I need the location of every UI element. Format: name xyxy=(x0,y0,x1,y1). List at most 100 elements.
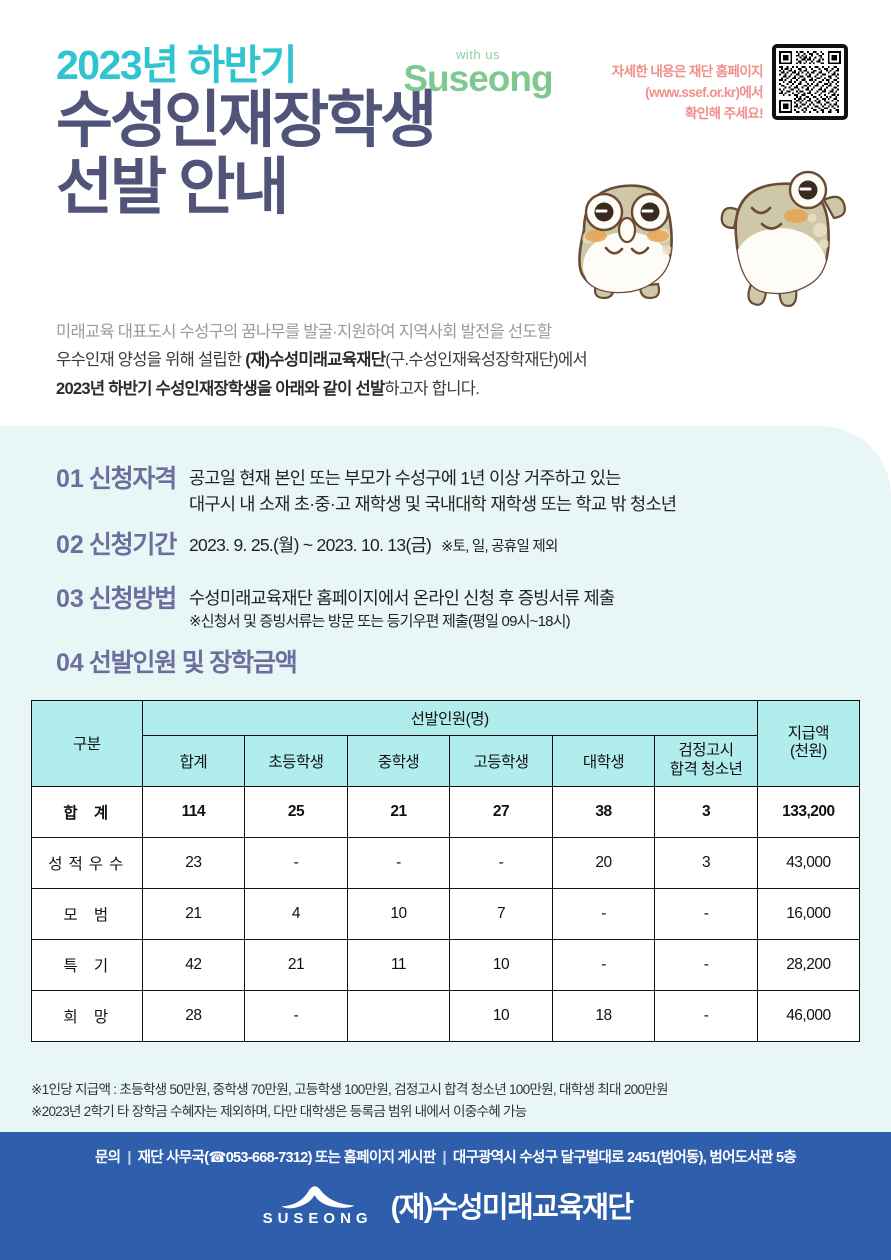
intro-paragraph: 미래교육 대표도시 수성구의 꿈나무를 발굴·지원하여 지역사회 발전을 선도할… xyxy=(56,318,856,403)
cell-category: 합 계 xyxy=(31,785,143,838)
th-elementary: 초등학생 xyxy=(244,735,348,787)
cell-count: - xyxy=(551,887,656,940)
cell-count: 20 xyxy=(551,836,656,889)
table-row: 특 기 42 21 11 10- -28,200 xyxy=(31,938,861,991)
th-ged-youth: 검정고시 합격 청소년 xyxy=(654,735,758,787)
cell-count: 21 xyxy=(244,938,348,991)
table-row: 희 망 28-10 18-46,000 xyxy=(31,989,861,1042)
intro-line-1: 미래교육 대표도시 수성구의 꿈나무를 발굴·지원하여 지역사회 발전을 선도할 xyxy=(56,323,552,341)
th-payment-line1: 지급액 xyxy=(787,724,830,742)
th-group-quota: 선발인원(명) xyxy=(141,700,758,736)
section-01-title: 신청자격 xyxy=(88,465,177,493)
poster-title-line1: 수성인재장학생 xyxy=(56,86,437,156)
cell-count: - xyxy=(449,836,553,889)
cell-payment: 133,200 xyxy=(756,785,861,838)
cell-count: - xyxy=(654,887,758,940)
cell-count: 4 xyxy=(244,887,348,940)
cell-category: 성적우수 xyxy=(31,836,143,889)
section-02-title: 신청기간 xyxy=(88,531,177,559)
intro-line-2: 우수인재 양성을 위해 설립한 (재)수성미래교육재단(구.수성인재육성장학재단… xyxy=(56,346,856,374)
cell-count: 27 xyxy=(449,785,553,838)
section-02-period: 02 신청기간 2023. 9. 25.(월) ~ 2023. 10. 13(금)… xyxy=(56,530,558,560)
table-head: 구분 선발인원(명) 지급액 (천원) 합계 초등학생 중학생 고등학생 대학생… xyxy=(31,700,861,787)
brand-tagline: with us xyxy=(456,47,500,62)
table-row: 합 계 114 25 21 27 38 3 133,200 xyxy=(31,785,861,838)
mascot-characters-illustration xyxy=(566,158,866,308)
cell-count: 10 xyxy=(449,938,553,991)
section-04-number: 04 xyxy=(56,649,84,677)
section-03-method: 03 신청방법 수성미래교육재단 홈페이지에서 온라인 신청 후 증빙서류 제출 … xyxy=(56,584,615,634)
mascot-right xyxy=(720,170,847,308)
table-row: 성적우수 23- - -20 3 43,000 xyxy=(31,836,861,889)
th-high: 고등학생 xyxy=(449,735,553,787)
footer-org-name: (재)수성미래교육재단 xyxy=(390,1192,634,1224)
footnote-1: ※1인당 지급액 : 초등학생 50만원, 중학생 70만원, 고등학생 100… xyxy=(31,1082,669,1097)
cell-count: 25 xyxy=(244,785,348,838)
poster-title-line2: 선발 안내 xyxy=(56,153,289,223)
scholarship-table: 구분 선발인원(명) 지급액 (천원) 합계 초등학생 중학생 고등학생 대학생… xyxy=(31,700,861,1042)
footnotes: ※1인당 지급액 : 초등학생 50만원, 중학생 70만원, 고등학생 100… xyxy=(31,1079,876,1123)
th-payment-line2: (천원) xyxy=(789,743,827,761)
mascot-left xyxy=(578,184,673,300)
footer-contact-line: 문의 | 재단 사무국(☎053-668-7312) 또는 홈페이지 게시판 | 대구광… xyxy=(0,1132,891,1167)
hero-section: 2023년 하반기 수성인재장학생 선발 안내 with us Suseong … xyxy=(0,0,891,426)
footer-sep-2: | xyxy=(442,1150,446,1166)
qr-code-icon[interactable] xyxy=(772,44,848,120)
th-university: 대학생 xyxy=(551,735,656,787)
cell-count: 10 xyxy=(346,887,451,940)
cell-category: 특 기 xyxy=(31,938,143,991)
suseong-footer-logo: SUSEONG xyxy=(259,1183,377,1227)
cell-count: - xyxy=(346,836,451,889)
table-row: 모 범 21 4 10 7- -16,000 xyxy=(31,887,861,940)
footnote-2: ※2023년 2학기 타 장학금 수혜자는 제외하며, 다만 대학생은 등록금 … xyxy=(31,1103,527,1119)
qr-notice-text: 자세한 내용은 재단 홈페이지 (www.ssef.or.kr)에서 확인해 주… xyxy=(578,62,764,125)
cell-payment: 43,000 xyxy=(756,836,861,889)
th-payment: 지급액 (천원) xyxy=(756,700,861,787)
cell-count: 28 xyxy=(141,989,246,1042)
th-middle: 중학생 xyxy=(346,735,451,787)
cell-count xyxy=(346,989,451,1042)
section-04-label: 04 선발인원 및 장학금액 xyxy=(56,648,298,678)
section-01-eligibility: 01 신청자격 공고일 현재 본인 또는 부모가 수성구에 1년 이상 거주하고 … xyxy=(56,464,677,518)
cell-count: 18 xyxy=(551,989,656,1042)
poster-footer: 문의 | 재단 사무국(☎053-668-7312) 또는 홈페이지 게시판 | 대구광… xyxy=(0,1132,891,1260)
section-02-number: 02 xyxy=(56,531,84,559)
poster-title: 수성인재장학생 선발 안내 xyxy=(56,86,437,223)
intro-line-2-pre: 우수인재 양성을 위해 설립한 xyxy=(56,351,246,370)
cell-count: 10 xyxy=(449,989,553,1042)
cell-payment: 28,200 xyxy=(756,938,861,991)
intro-line-3-post: 하고자 합니다. xyxy=(384,379,480,398)
cell-count: 21 xyxy=(141,887,246,940)
section-03-line2: ※신청서 및 증빙서류는 방문 또는 등기우편 제출(평일 09시~18시) xyxy=(189,613,571,631)
qr-notice-line1: 자세한 내용은 재단 홈페이지 xyxy=(611,64,764,79)
cell-count: 23 xyxy=(141,836,246,889)
table-body: 합 계 114 25 21 27 38 3 133,200 성적우수 23- - -20 3 43,000… xyxy=(31,785,861,1042)
section-02-dates: 2023. 9. 25.(월) ~ 2023. 10. 13(금) xyxy=(189,535,432,556)
cell-count: 3 xyxy=(654,836,758,889)
cell-count: 11 xyxy=(346,938,451,991)
th-total: 합계 xyxy=(141,735,246,787)
th-gubun: 구분 xyxy=(31,700,143,787)
section-02-label: 02 신청기간 xyxy=(56,530,177,560)
cell-count: 38 xyxy=(551,785,656,838)
cell-count: 7 xyxy=(449,887,553,940)
section-01-label: 01 신청자격 xyxy=(56,464,177,494)
cell-payment: 16,000 xyxy=(756,887,861,940)
cell-count: - xyxy=(654,938,758,991)
cell-category: 희 망 xyxy=(31,989,143,1042)
intro-line-3: 2023년 하반기 수성인재장학생을 아래와 같이 선발하고자 합니다. xyxy=(56,375,856,403)
th-ged-line1: 검정고시 xyxy=(678,742,735,759)
cell-payment: 46,000 xyxy=(756,989,861,1042)
intro-foundation-name: (재)수성미래교육재단 xyxy=(245,351,386,370)
footer-contact-address: 대구광역시 수성구 달구벌대로 2451(범어동), 범어도서관 5층 xyxy=(452,1150,797,1166)
cell-count: - xyxy=(654,989,758,1042)
section-01-line1: 공고일 현재 본인 또는 부모가 수성구에 1년 이상 거주하고 있는 xyxy=(189,468,621,488)
cell-count: 114 xyxy=(141,785,246,838)
section-01-line2: 대구시 내 소재 초·중·고 재학생 및 국내대학 재학생 또는 학교 밖 청소… xyxy=(189,494,677,515)
section-03-title: 신청방법 xyxy=(88,585,177,613)
footer-sep-1: | xyxy=(127,1150,131,1166)
cell-count: 42 xyxy=(141,938,246,991)
section-03-body: 수성미래교육재단 홈페이지에서 온라인 신청 후 증빙서류 제출 ※신청서 및 … xyxy=(189,584,615,634)
section-01-body: 공고일 현재 본인 또는 부모가 수성구에 1년 이상 거주하고 있는 대구시 … xyxy=(189,464,677,518)
